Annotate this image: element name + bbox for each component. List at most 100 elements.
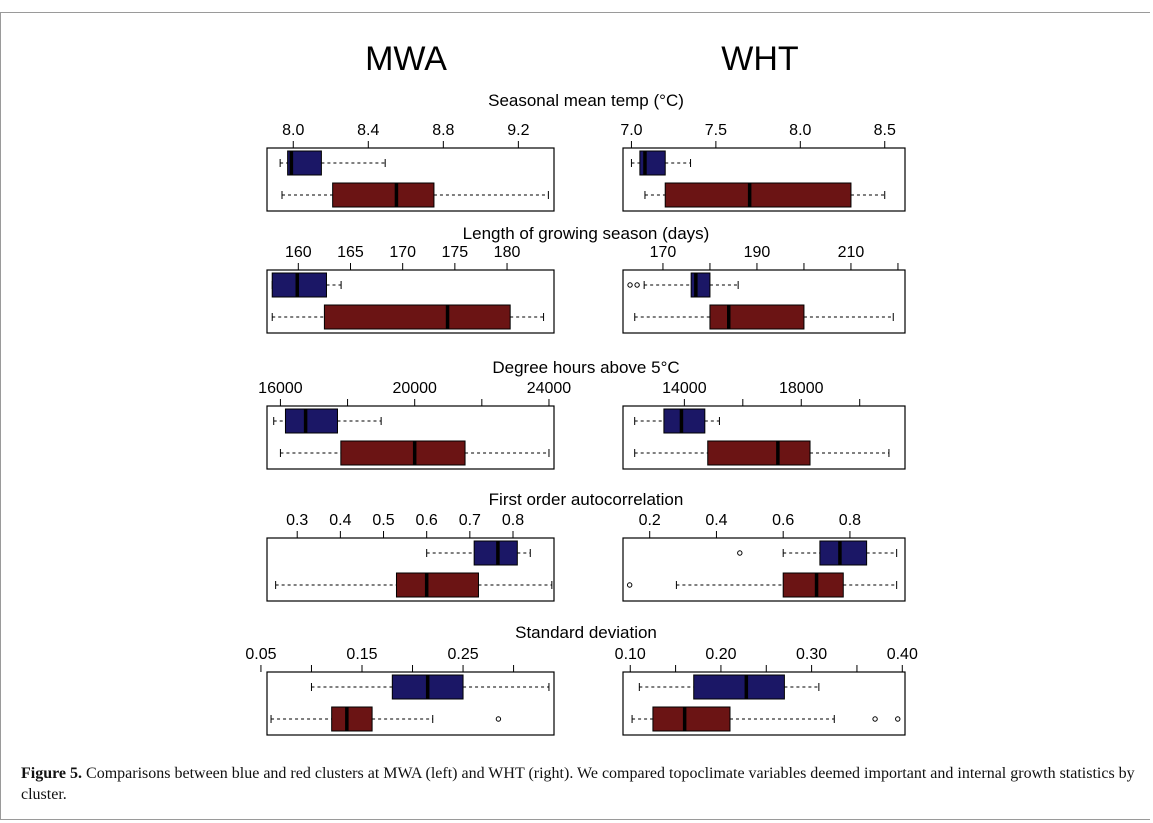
outlier-point	[872, 716, 878, 722]
plot-frame	[266, 269, 555, 334]
plot-frame	[622, 269, 906, 334]
tick-label: 9.2	[507, 122, 529, 139]
panel-3: 160 165 170 175 180	[266, 244, 555, 334]
panel-9: 0.05 0.15 0.25	[245, 646, 555, 736]
panel-4: 170 190 210	[622, 244, 906, 334]
plot-frame	[622, 405, 906, 470]
boxplot-figure: MWA WHT 8.0 8.4 8.8 9.2 Seasonal mean temp (…	[245, 40, 918, 736]
plot-frame	[622, 537, 906, 602]
caption-text: Comparisons between blue and red cluster…	[21, 765, 1135, 803]
panel-6: 14000 18000	[622, 380, 906, 470]
iqr-box	[340, 440, 466, 466]
outlier-point	[627, 282, 633, 288]
box-blue	[638, 674, 820, 700]
panel-row-title: Seasonal mean temp (°C)	[488, 91, 684, 110]
iqr-box	[690, 272, 711, 298]
outlier-point	[737, 550, 743, 556]
tick-label: 0.6	[416, 512, 438, 529]
figure-frame	[0, 12, 1150, 820]
tick-label: 0.8	[839, 512, 861, 529]
plot-frame	[266, 147, 555, 212]
panel-row-title: Length of growing season (days)	[463, 224, 710, 243]
box-red	[634, 304, 894, 330]
panel-row-title: Degree hours above 5°C	[492, 358, 679, 377]
plot-frame	[622, 671, 906, 736]
outlier-point	[895, 716, 901, 722]
iqr-box	[663, 408, 706, 434]
plot-frame	[266, 671, 555, 736]
tick-label: 14000	[662, 380, 707, 397]
panel-5: 16000 20000 24000	[258, 380, 572, 470]
iqr-box	[323, 304, 511, 330]
iqr-box	[693, 674, 785, 700]
tick-label: 7.5	[705, 122, 727, 139]
iqr-box	[271, 272, 327, 298]
iqr-box	[331, 706, 373, 732]
tick-label: 0.05	[245, 646, 276, 663]
iqr-box	[332, 182, 435, 208]
iqr-box	[782, 572, 844, 598]
tick-label: 7.0	[620, 122, 642, 139]
box-red	[281, 182, 549, 208]
tick-label: 0.30	[796, 646, 827, 663]
plot-frame	[266, 405, 555, 470]
box-red	[271, 304, 545, 330]
tick-label: 0.8	[502, 512, 524, 529]
outlier-point	[626, 582, 633, 588]
tick-label: 0.4	[329, 512, 351, 529]
tick-label: 0.7	[459, 512, 481, 529]
outlier-point	[634, 282, 640, 288]
iqr-box	[709, 304, 805, 330]
tick-label: 170	[650, 244, 677, 261]
tick-label: 190	[744, 244, 771, 261]
box-blue	[737, 540, 898, 566]
site-label-right: WHT	[721, 40, 798, 78]
box-blue	[310, 674, 550, 700]
panel-2: 7.0 7.5 8.0 8.5	[620, 122, 906, 212]
tick-label: 0.4	[705, 512, 727, 529]
box-red	[634, 440, 890, 466]
tick-label: 175	[442, 244, 469, 261]
iqr-box	[284, 408, 338, 434]
panel-8: 0.2 0.4 0.6 0.8	[622, 512, 906, 602]
plot-frame	[622, 147, 906, 212]
tick-label: 8.5	[874, 122, 896, 139]
panel-row-title: First order autocorrelation	[489, 490, 684, 509]
box-blue	[634, 408, 720, 434]
panel-7: 0.3 0.4 0.5 0.6 0.7 0.8	[266, 512, 555, 602]
tick-label: 165	[337, 244, 364, 261]
tick-label: 0.10	[615, 646, 646, 663]
plot-frame	[266, 537, 555, 602]
box-blue	[630, 150, 692, 176]
site-label-left: MWA	[365, 40, 447, 78]
box-blue	[271, 272, 342, 298]
box-red	[279, 440, 550, 466]
tick-label: 24000	[527, 380, 572, 397]
box-red	[275, 572, 553, 598]
tick-label: 170	[389, 244, 416, 261]
tick-label: 180	[494, 244, 521, 261]
tick-label: 0.25	[447, 646, 478, 663]
box-blue	[426, 540, 531, 566]
iqr-box	[819, 540, 868, 566]
box-blue	[279, 150, 386, 176]
box-red	[626, 572, 898, 598]
iqr-box	[473, 540, 518, 566]
tick-label: 18000	[779, 380, 824, 397]
tick-label: 0.2	[639, 512, 661, 529]
iqr-box	[395, 572, 479, 598]
tick-label: 8.0	[789, 122, 811, 139]
outlier-point	[495, 716, 502, 722]
tick-label: 16000	[258, 380, 303, 397]
box-red	[631, 706, 901, 732]
panel-10: 0.10 0.20 0.30 0.40	[615, 646, 918, 736]
tick-label: 0.20	[705, 646, 736, 663]
iqr-box	[652, 706, 731, 732]
iqr-box	[664, 182, 852, 208]
panel-1: 8.0 8.4 8.8 9.2	[266, 122, 555, 212]
caption-label: Figure 5.	[21, 765, 83, 782]
iqr-box	[707, 440, 811, 466]
tick-label: 0.6	[772, 512, 794, 529]
tick-label: 0.40	[887, 646, 918, 663]
